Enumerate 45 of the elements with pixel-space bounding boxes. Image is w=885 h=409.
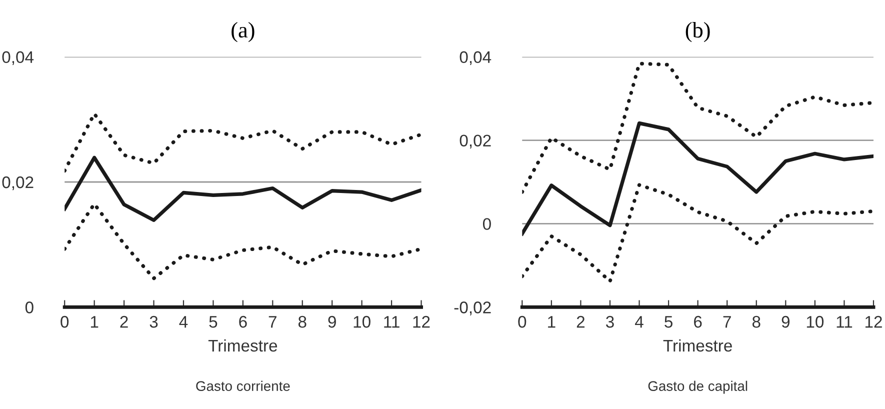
x-tick-label: 8 — [752, 316, 760, 328]
y-tick-label: 0,02 — [2, 176, 34, 190]
x-tick-label: 11 — [836, 316, 852, 328]
line-series — [64, 156, 422, 222]
x-tick-label: 6 — [694, 316, 702, 328]
x-tick-label: 11 — [384, 316, 400, 328]
x-tick-label: 3 — [606, 316, 614, 328]
text: Gasto corriente — [196, 380, 290, 391]
x-tick-label: 6 — [239, 316, 247, 328]
x-tick-label: 2 — [120, 316, 128, 328]
x-tick-label: 2 — [576, 316, 585, 328]
line-series — [522, 62, 874, 194]
x-tick-label: 9 — [782, 316, 790, 328]
y-tick-label: -0,02 — [454, 302, 491, 316]
chart-title: (b) — [686, 22, 710, 42]
x-tick-label: 7 — [268, 316, 276, 328]
x-tick-label: 12 — [866, 316, 882, 328]
x-tick-label: 10 — [354, 316, 370, 328]
x-tick-label: 0 — [60, 316, 69, 328]
y-tick-label: 0 — [25, 302, 34, 314]
x-tick-label: 1 — [90, 316, 98, 328]
x-tick-label: 7 — [723, 316, 731, 328]
x-tick-label: 10 — [806, 316, 824, 328]
x-tick-label: 1 — [548, 316, 556, 328]
y-tick-label: 0,02 — [460, 134, 491, 148]
x-axis-title: Trimestre — [208, 339, 278, 352]
line-series — [64, 112, 422, 173]
y-tick-label: 0,04 — [2, 51, 34, 66]
x-tick-label: 12 — [413, 316, 430, 328]
x-tick-label: 8 — [298, 316, 306, 328]
x-tick-label: 4 — [179, 316, 188, 328]
x-tick-label: 5 — [664, 316, 672, 328]
line-series — [522, 121, 874, 236]
chart-title: (a) — [232, 22, 254, 42]
y-tick-label: 0,04 — [460, 51, 492, 66]
x-tick-label: 5 — [209, 316, 218, 328]
line-series — [522, 183, 874, 284]
x-axis-title: Trimestre — [663, 339, 732, 352]
x-tick-label: 4 — [635, 316, 644, 328]
x-tick-label: 9 — [328, 316, 336, 328]
text: Gasto de capital — [648, 380, 748, 394]
y-tick-label: 0 — [482, 218, 491, 230]
x-tick-label: 0 — [518, 316, 526, 328]
x-tick-label: 3 — [150, 316, 158, 328]
line-series — [64, 202, 422, 280]
